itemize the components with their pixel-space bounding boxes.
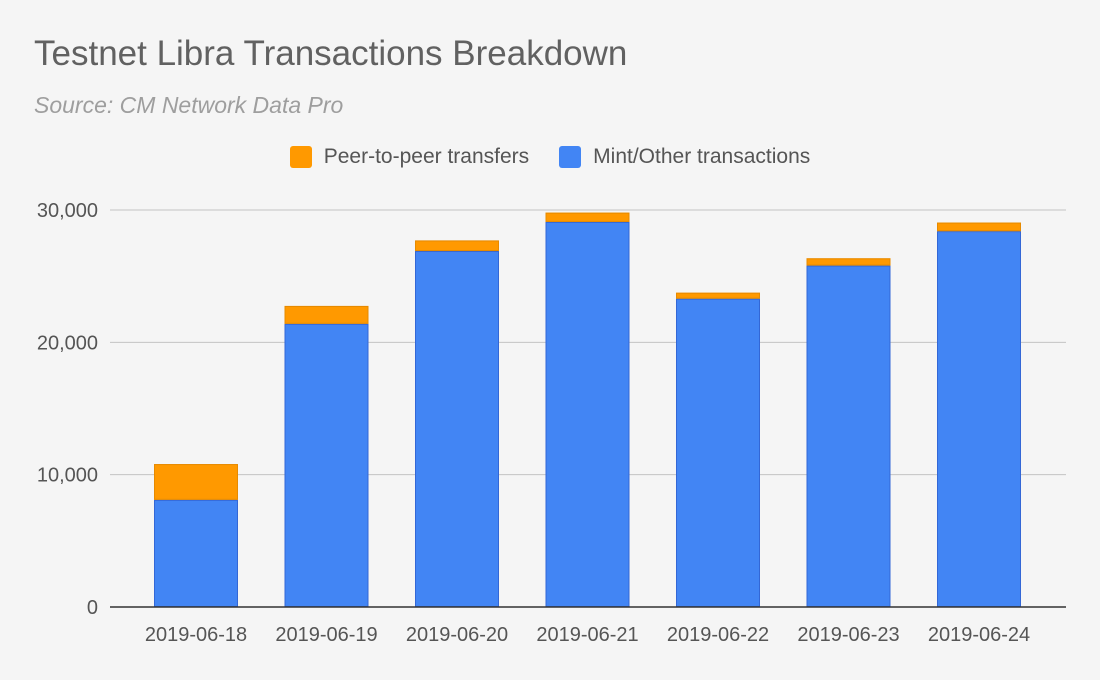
legend-item-mint-other[interactable]: Mint/Other transactions (559, 145, 810, 169)
bar-mint-other-2019-06-21 (545, 221, 630, 607)
bar-outline-peer-to-peer-2019-06-24 (937, 222, 1021, 232)
legend-item-peer-to-peer[interactable]: Peer-to-peer transfers (289, 145, 530, 169)
x-tick-label-2019-06-24: 2019-06-24 (928, 624, 1030, 646)
bar-peer-to-peer-2019-06-21 (545, 212, 630, 222)
bar-outline-peer-to-peer-2019-06-23 (806, 258, 891, 266)
chart-subtitle: Source: CM Network Data Pro (34, 92, 344, 118)
legend-swatch-peer-to-peer (289, 146, 312, 168)
y-tick-label-3: 30,000 (37, 200, 98, 222)
bar-mint-other-2019-06-20 (415, 251, 499, 608)
bar-mint-other-2019-06-22 (676, 298, 760, 607)
bar-mint-other-2019-06-18 (154, 499, 238, 607)
x-tick-label-2019-06-18: 2019-06-18 (145, 624, 247, 646)
x-tick-label-2019-06-21: 2019-06-21 (536, 624, 638, 646)
bar-outline-peer-to-peer-2019-06-20 (415, 240, 499, 252)
legend-label-peer-to-peer: Peer-to-peer transfers (323, 145, 530, 168)
bar-peer-to-peer-2019-06-22 (676, 292, 760, 299)
bar-peer-to-peer-2019-06-20 (415, 240, 499, 252)
y-tick-label-0: 0 (87, 597, 98, 619)
bar-mint-other-2019-06-24 (937, 231, 1021, 607)
bar-peer-to-peer-2019-06-23 (806, 258, 891, 266)
x-tick-label-2019-06-22: 2019-06-22 (667, 624, 769, 646)
x-tick-label-2019-06-19: 2019-06-19 (275, 624, 377, 646)
bar-mint-other-2019-06-19 (284, 323, 369, 607)
bar-peer-to-peer-2019-06-24 (937, 222, 1021, 232)
chart-legend: Peer-to-peer transfers Mint/Other transa… (0, 145, 1100, 169)
x-tick-label-2019-06-20: 2019-06-20 (406, 624, 508, 646)
bar-outline-peer-to-peer-2019-06-22 (676, 292, 760, 299)
bar-outline-peer-to-peer-2019-06-19 (284, 305, 369, 324)
legend-label-mint-other: Mint/Other transactions (593, 145, 811, 168)
x-tick-label-2019-06-23: 2019-06-23 (797, 624, 899, 646)
bar-outline-peer-to-peer-2019-06-21 (545, 212, 630, 222)
bar-peer-to-peer-2019-06-19 (284, 305, 369, 324)
y-tick-label-2: 20,000 (37, 332, 98, 354)
bar-outline-peer-to-peer-2019-06-18 (154, 464, 238, 500)
bar-peer-to-peer-2019-06-18 (154, 464, 238, 500)
chart-title: Testnet Libra Transactions Breakdown (34, 34, 628, 73)
bar-mint-other-2019-06-23 (806, 265, 891, 607)
legend-swatch-mint-other (559, 146, 582, 168)
y-tick-label-1: 10,000 (37, 465, 98, 487)
